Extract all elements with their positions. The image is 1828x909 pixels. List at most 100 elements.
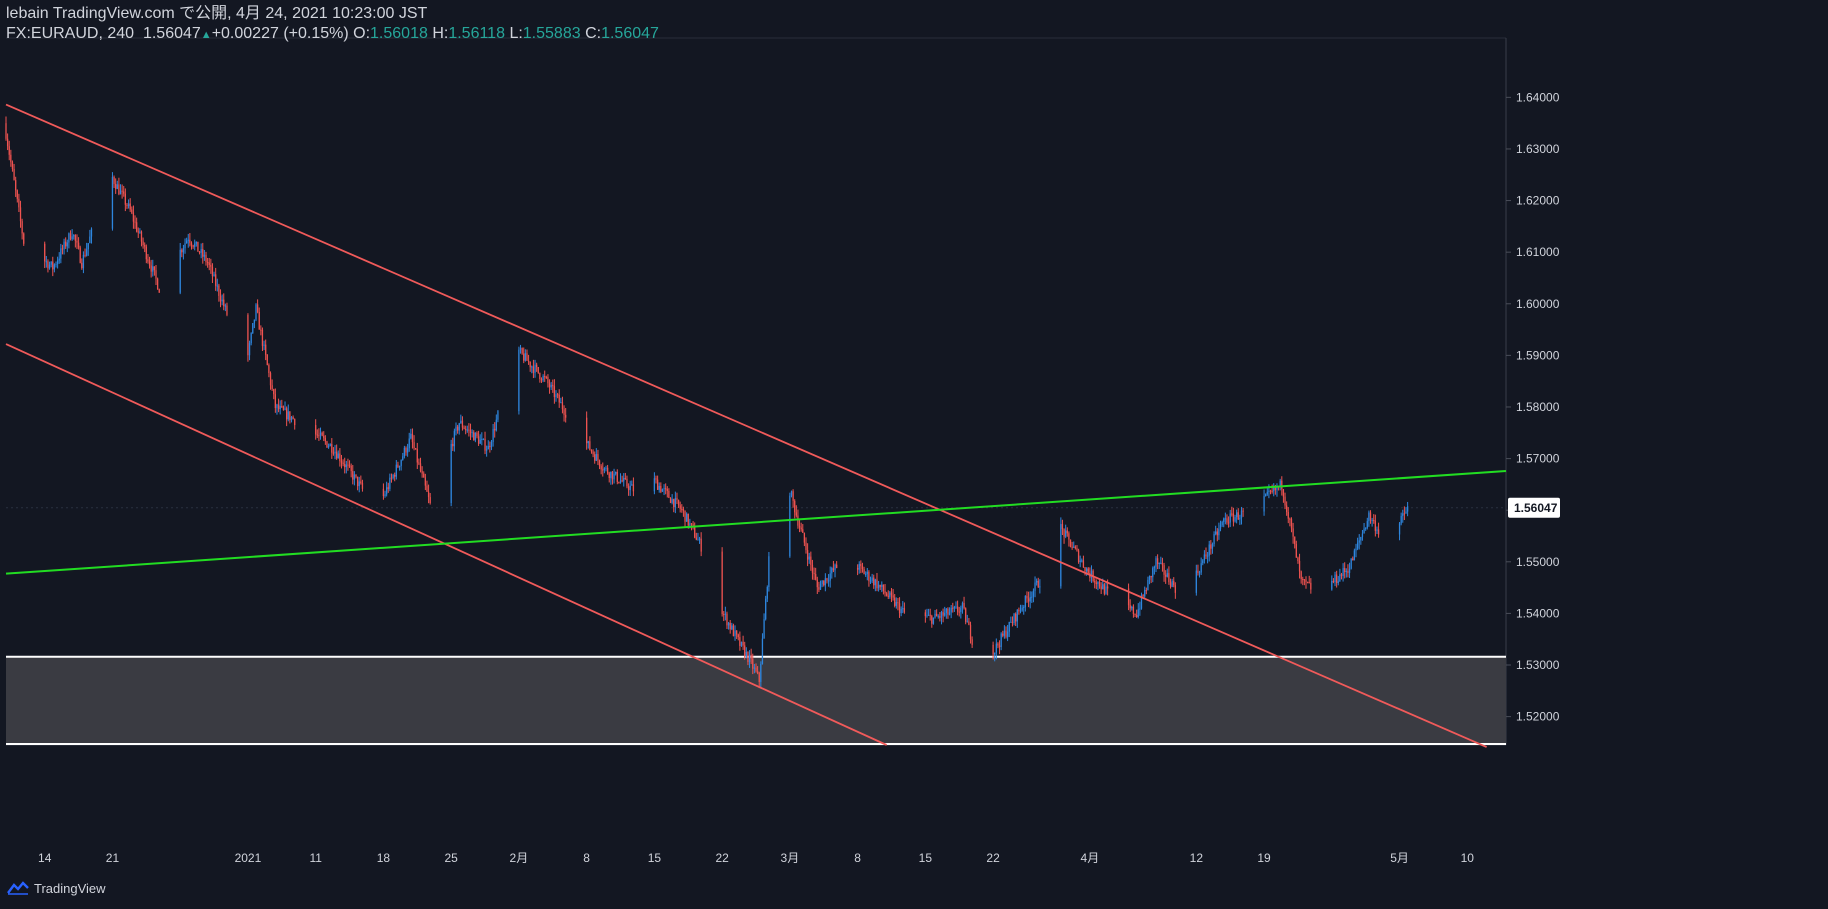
candle-body	[487, 445, 489, 450]
candle-body	[361, 483, 364, 489]
candle	[1347, 564, 1349, 578]
candle-body	[398, 465, 401, 468]
candle-body	[60, 248, 62, 259]
candle-body	[1216, 531, 1218, 536]
candle-body	[755, 667, 757, 672]
candle	[806, 543, 809, 567]
candle	[206, 257, 209, 268]
candle	[794, 499, 796, 519]
candle-body	[1215, 531, 1217, 534]
candle-body	[1023, 607, 1025, 609]
candle-body	[948, 612, 951, 615]
candle	[968, 617, 970, 626]
candle	[69, 230, 72, 241]
candle	[881, 581, 883, 593]
candle	[550, 381, 552, 390]
candle-body	[684, 510, 686, 522]
candle	[473, 430, 475, 441]
price-tick-label: 1.57000	[1516, 452, 1560, 466]
candle-body	[674, 498, 676, 508]
candle-body	[15, 180, 17, 191]
candle-body	[624, 477, 626, 479]
candle-body	[492, 428, 494, 443]
low-value: 1.55883	[522, 25, 581, 42]
candle-body	[934, 613, 936, 618]
candle-body	[1297, 557, 1299, 561]
candle-body	[318, 435, 320, 437]
candle-body	[415, 448, 417, 450]
candle-body	[358, 481, 360, 487]
candle-body	[592, 451, 594, 455]
candle-body	[623, 477, 625, 482]
candle-body	[192, 245, 194, 247]
candle-body	[256, 304, 259, 313]
candle	[87, 243, 89, 256]
candle-body	[886, 593, 888, 596]
candle-body	[1356, 542, 1359, 549]
candle-body	[1013, 613, 1015, 623]
candle	[655, 475, 657, 484]
candle	[1061, 519, 1064, 535]
candle-body	[77, 242, 80, 248]
candle-body	[1279, 480, 1281, 488]
candle	[1200, 557, 1202, 576]
candle	[134, 215, 136, 229]
candle-body	[902, 608, 904, 610]
candle	[653, 472, 656, 495]
candle-body	[198, 251, 201, 253]
candle	[477, 430, 480, 446]
price-tick-label: 1.52000	[1516, 710, 1560, 724]
candle-body	[1063, 529, 1065, 537]
candle-body	[539, 372, 541, 379]
candle-body	[1365, 527, 1367, 529]
candle	[81, 258, 83, 270]
candle-body	[219, 295, 222, 302]
candle	[290, 416, 293, 423]
candle	[1015, 612, 1017, 627]
candle	[1032, 588, 1035, 603]
candle-body	[247, 314, 249, 356]
time-axis[interactable]: 14 21 2021 11 18 25 2月 8 15 22 3月 8 15 22 4月 12 19 5月 10	[38, 851, 1474, 865]
candle	[318, 428, 320, 441]
candle-body	[681, 508, 683, 510]
candle	[1087, 567, 1089, 574]
candle	[556, 392, 559, 399]
candle-body	[953, 606, 956, 609]
candle-body	[526, 353, 528, 361]
candle-body	[1203, 554, 1206, 561]
candle-body	[958, 611, 960, 613]
candle-body	[137, 231, 139, 233]
candle-body	[1006, 631, 1009, 637]
candle-body	[482, 438, 485, 440]
candle-body	[460, 420, 462, 424]
candle-body	[390, 477, 393, 479]
candle-body	[603, 468, 606, 471]
candle	[1150, 575, 1152, 584]
candle	[1353, 548, 1356, 561]
candle	[486, 445, 488, 457]
candle	[897, 597, 899, 611]
candle-body	[734, 630, 736, 637]
candle	[1339, 568, 1341, 582]
price-axis[interactable]: 1.520001.530001.540001.550001.560001.570…	[1506, 90, 1560, 724]
candle-body	[1144, 590, 1146, 597]
candle-body	[1090, 570, 1093, 578]
trendline-support[interactable]	[5, 469, 1507, 575]
candle	[560, 397, 562, 404]
candle-body	[65, 241, 67, 247]
candle-body	[676, 498, 678, 500]
candle-body	[800, 527, 802, 530]
trendline-channel-upper[interactable]	[5, 103, 1488, 748]
candle	[219, 289, 222, 308]
candle	[731, 622, 733, 631]
candle	[1232, 507, 1235, 527]
price-tick-label: 1.61000	[1516, 245, 1560, 259]
candle-body	[534, 364, 536, 373]
candle-body	[866, 571, 868, 574]
candle-body	[1002, 633, 1004, 636]
candle	[1018, 607, 1020, 615]
candle-body	[210, 264, 212, 267]
footer-branding[interactable]: TradingView	[6, 880, 106, 896]
candle	[334, 445, 336, 460]
